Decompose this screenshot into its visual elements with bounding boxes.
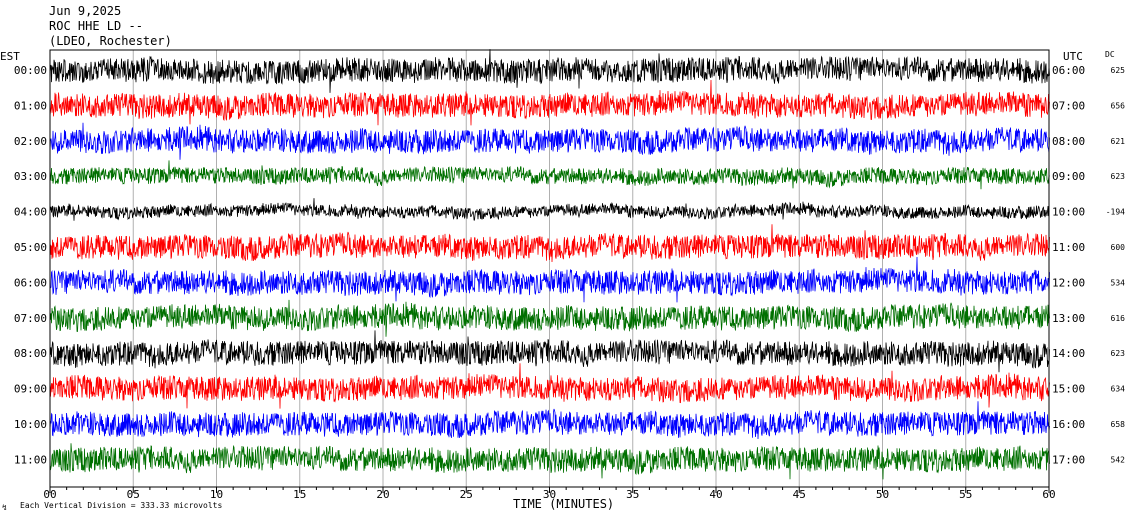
trace-line: [49, 330, 1050, 373]
trace-line: [49, 443, 1050, 480]
dc-offset-label: 656: [1111, 101, 1126, 110]
footer-note: Each Vertical Division = 333.33 microvol…: [20, 501, 222, 510]
x-tick-label: 35: [626, 488, 639, 501]
est-hour-label: 01:00: [14, 99, 47, 112]
utc-hour-label: 17:00: [1052, 453, 1085, 466]
est-hour-label: 07:00: [14, 312, 47, 325]
dc-offset-label: 534: [1111, 278, 1126, 287]
est-hour-label: 09:00: [14, 383, 47, 396]
dc-offset-label: -194: [1106, 208, 1125, 217]
est-hour-label: 08:00: [14, 347, 47, 360]
utc-axis-label: UTC: [1063, 50, 1083, 63]
dc-offset-label: 634: [1111, 385, 1126, 394]
est-hour-label: 11:00: [14, 453, 47, 466]
est-hour-label: 02:00: [14, 135, 47, 148]
utc-hour-label: 07:00: [1052, 99, 1085, 112]
utc-hour-label: 08:00: [1052, 135, 1085, 148]
axis-labels: 00 05 10 15 20 25 30 35 40 45 50 55 60 00:00 06:00 625 0…: [14, 64, 1125, 501]
x-tick-label: 20: [376, 488, 389, 501]
utc-hour-label: 06:00: [1052, 64, 1085, 77]
utc-hour-label: 15:00: [1052, 383, 1085, 396]
x-tick-label: 60: [1042, 488, 1055, 501]
dc-offset-label: 600: [1111, 243, 1126, 252]
trace-line: [49, 401, 1050, 440]
x-tick-label: 40: [709, 488, 722, 501]
x-tick-label: 25: [460, 488, 473, 501]
x-tick-label: 55: [959, 488, 972, 501]
date-label: Jun 9,2025: [49, 4, 122, 18]
utc-hour-label: 11:00: [1052, 241, 1085, 254]
x-tick-label: 05: [127, 488, 140, 501]
dc-offset-label: 623: [1111, 172, 1126, 181]
x-tick-label: 30: [543, 488, 556, 501]
est-hour-label: 04:00: [14, 206, 47, 219]
dc-offset-label: 621: [1111, 137, 1126, 146]
dc-offset-label: 623: [1111, 349, 1126, 358]
x-tick-label: 50: [876, 488, 889, 501]
x-axis-label: TIME (MINUTES): [513, 497, 614, 511]
utc-hour-label: 16:00: [1052, 418, 1085, 431]
dc-offset-label: 625: [1111, 66, 1126, 75]
utc-hour-label: 09:00: [1052, 170, 1085, 183]
network-label: (LDEO, Rochester): [49, 34, 172, 48]
trace-line: [49, 122, 1050, 160]
utc-hour-label: 10:00: [1052, 206, 1085, 219]
trace-line: [49, 49, 1050, 93]
scale-marker-icon: ↯: [2, 503, 7, 512]
utc-hour-label: 12:00: [1052, 276, 1085, 289]
x-tick-label: 10: [210, 488, 223, 501]
trace-line: [49, 79, 1050, 126]
est-hour-label: 06:00: [14, 276, 47, 289]
trace-line: [49, 160, 1050, 190]
est-hour-label: 03:00: [14, 170, 47, 183]
trace-line: [49, 198, 1050, 221]
x-tick-label: 00: [43, 488, 56, 501]
utc-hour-label: 14:00: [1052, 347, 1085, 360]
dc-offset-label: 542: [1111, 455, 1126, 464]
x-tick-label: 45: [793, 488, 806, 501]
trace-line: [49, 363, 1050, 409]
trace-line: [49, 256, 1050, 303]
dc-offset-label: 616: [1111, 314, 1126, 323]
dc-axis-label: DC: [1105, 50, 1115, 59]
x-tick-label: 15: [293, 488, 306, 501]
seismic-traces: [49, 49, 1050, 480]
station-label: ROC HHE LD --: [49, 19, 143, 33]
est-axis-label: EST: [0, 50, 20, 63]
est-hour-label: 05:00: [14, 241, 47, 254]
trace-line: [49, 224, 1050, 263]
trace-line: [49, 299, 1050, 337]
est-hour-label: 00:00: [14, 64, 47, 77]
est-hour-label: 10:00: [14, 418, 47, 431]
utc-hour-label: 13:00: [1052, 312, 1085, 325]
dc-offset-label: 658: [1111, 420, 1126, 429]
